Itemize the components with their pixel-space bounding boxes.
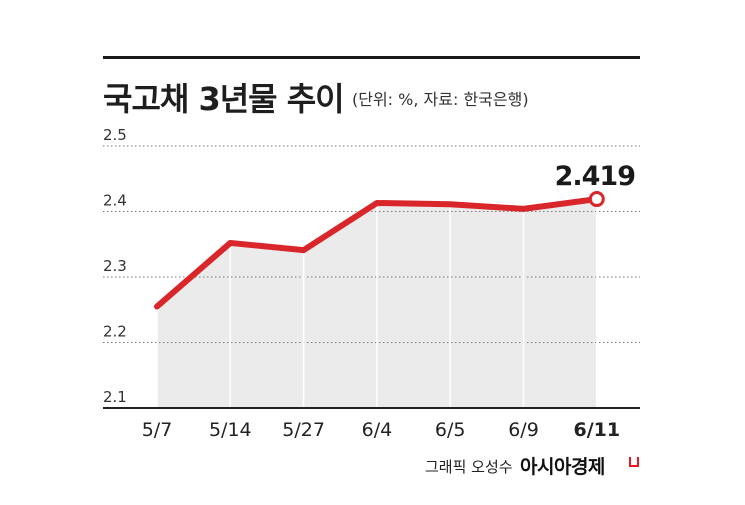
- y-tick-label: 2.4: [103, 192, 127, 210]
- x-tick-label: 6/11: [573, 419, 620, 441]
- data-point: [588, 191, 605, 208]
- x-tick-label: 6/5: [435, 419, 466, 441]
- y-tick-label: 2.5: [103, 126, 127, 144]
- top-rule: [103, 56, 640, 59]
- y-tick-label: 2.2: [103, 323, 127, 341]
- data-label: 2.419: [555, 161, 636, 192]
- graphic-credit: 그래픽 오성수: [425, 458, 513, 476]
- unit-source-note: (단위: %, 자료: 한국은행): [352, 90, 529, 109]
- y-tick-label: 2.1: [103, 388, 127, 406]
- x-tick-label: 5/27: [282, 419, 325, 441]
- brand-logo: 아시아경제: [520, 456, 605, 478]
- x-tick-label: 6/4: [362, 419, 393, 441]
- x-tick-label: 6/9: [508, 419, 539, 441]
- x-tick-label: 5/14: [209, 419, 252, 441]
- x-tick-label: 5/7: [142, 419, 173, 441]
- brand-mark-icon: [629, 457, 639, 467]
- chart-title: 국고채 3년물 추이: [103, 80, 345, 118]
- y-tick-label: 2.3: [103, 257, 127, 275]
